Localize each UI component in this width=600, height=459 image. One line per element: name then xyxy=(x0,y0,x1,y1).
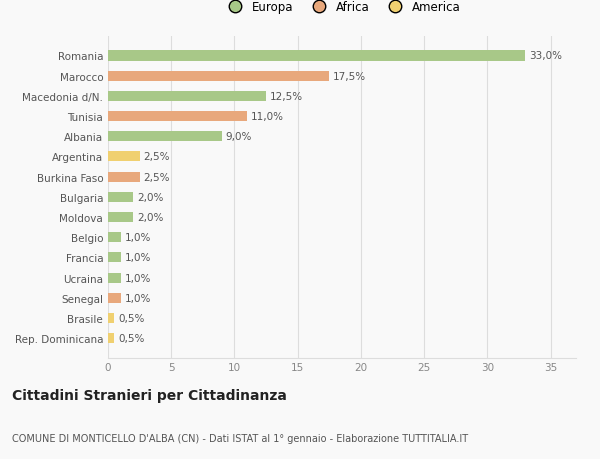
Text: 2,5%: 2,5% xyxy=(143,172,170,182)
Text: 0,5%: 0,5% xyxy=(118,333,145,343)
Text: 1,0%: 1,0% xyxy=(124,273,151,283)
Bar xyxy=(108,213,133,223)
Bar xyxy=(108,172,140,182)
Text: 9,0%: 9,0% xyxy=(226,132,252,142)
Text: 2,5%: 2,5% xyxy=(143,152,170,162)
Text: Cittadini Stranieri per Cittadinanza: Cittadini Stranieri per Cittadinanza xyxy=(12,388,287,403)
Bar xyxy=(108,112,247,122)
Bar xyxy=(108,72,329,82)
Text: 0,5%: 0,5% xyxy=(118,313,145,323)
Text: 11,0%: 11,0% xyxy=(251,112,284,122)
Text: 33,0%: 33,0% xyxy=(529,51,562,62)
Bar xyxy=(108,333,115,343)
Text: 1,0%: 1,0% xyxy=(124,293,151,303)
Bar xyxy=(108,51,526,62)
Text: 1,0%: 1,0% xyxy=(124,233,151,243)
Bar xyxy=(108,293,121,303)
Text: 12,5%: 12,5% xyxy=(270,92,303,101)
Bar xyxy=(108,92,266,102)
Bar xyxy=(108,152,140,162)
Bar xyxy=(108,253,121,263)
Bar xyxy=(108,273,121,283)
Text: COMUNE DI MONTICELLO D'ALBA (CN) - Dati ISTAT al 1° gennaio - Elaborazione TUTTI: COMUNE DI MONTICELLO D'ALBA (CN) - Dati … xyxy=(12,433,468,442)
Legend: Europa, Africa, America: Europa, Africa, America xyxy=(223,1,461,14)
Bar xyxy=(108,192,133,202)
Bar xyxy=(108,233,121,243)
Bar xyxy=(108,313,115,323)
Text: 2,0%: 2,0% xyxy=(137,213,163,223)
Text: 17,5%: 17,5% xyxy=(333,72,366,82)
Bar xyxy=(108,132,222,142)
Text: 2,0%: 2,0% xyxy=(137,192,163,202)
Text: 1,0%: 1,0% xyxy=(124,253,151,263)
